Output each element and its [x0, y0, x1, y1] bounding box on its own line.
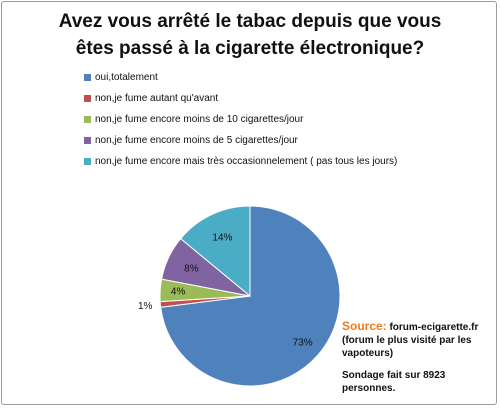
legend-label: oui,totalement — [95, 72, 158, 83]
slice-label-1: 73% — [293, 337, 313, 348]
chart-title-line-1: Avez vous arrêté le tabac depuis que vou… — [58, 11, 442, 32]
slice-label-4: 8% — [184, 263, 199, 274]
source-key: Source: — [342, 319, 387, 333]
legend-swatch — [84, 158, 91, 165]
source-value: forum-ecigarette.fr — [386, 322, 479, 333]
survey-size: Sondage fait sur 8923 personnes. — [342, 370, 446, 394]
legend-label: non,je fume encore moins de 10 cigarette… — [95, 114, 304, 125]
legend-swatch — [84, 95, 91, 102]
legend-label: non,je fume encore mais très occasionnel… — [95, 156, 398, 167]
slice-label-5: 14% — [212, 232, 232, 243]
source-line: Source: forum-ecigarette.fr — [342, 320, 492, 334]
source-note: Source: forum-ecigarette.fr (forum le pl… — [342, 320, 492, 395]
legend-label: non,je fume encore moins de 5 cigarettes… — [95, 135, 298, 146]
legend-label: non,je fume autant qu'avant — [95, 93, 219, 104]
chart-title-line-2: êtes passé à la cigarette électronique? — [75, 38, 425, 59]
slice-label-3: 4% — [171, 286, 186, 297]
slice-label-2: 1% — [138, 301, 153, 312]
legend-swatch — [84, 74, 91, 81]
legend-swatch — [84, 137, 91, 144]
source-detail: (forum le plus visité par les vapoteurs) — [342, 335, 472, 359]
legend-swatch — [84, 116, 91, 123]
pie-slice-5 — [179, 205, 251, 298]
chart-title: Avez vous arrêté le tabac depuis que vou… — [0, 8, 500, 62]
